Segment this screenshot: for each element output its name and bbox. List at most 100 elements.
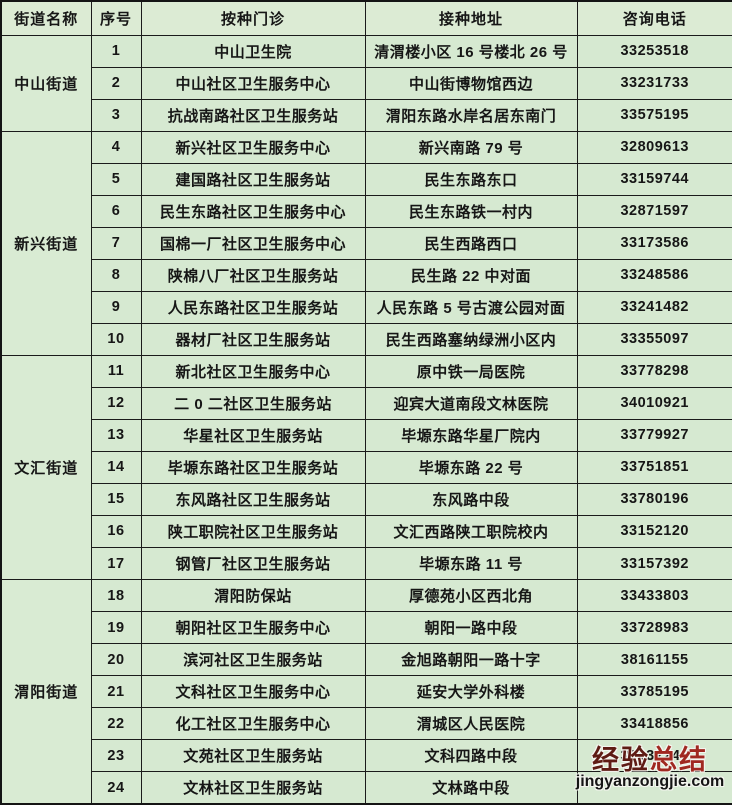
phone-cell: 34010921 xyxy=(576,386,732,420)
row-number-cell: 4 xyxy=(90,130,142,164)
row-number-cell: 14 xyxy=(90,450,142,484)
address-cell: 毕塬东路 11 号 xyxy=(364,546,578,581)
table-row: 21 文科社区卫生服务中心 延安大学外科楼 33785195 xyxy=(1,675,732,709)
row-number-cell: 8 xyxy=(90,258,142,292)
header-row: 街道名称 序号 按种门诊 接种地址 咨询电话 xyxy=(0,0,732,36)
clinic-name-cell: 建国路社区卫生服务站 xyxy=(140,162,366,196)
address-cell: 渭阳东路水岸名居东南门 xyxy=(364,98,578,132)
address-cell: 迎宾大道南段文林医院 xyxy=(364,386,578,420)
row-number-cell: 23 xyxy=(90,739,142,773)
row-number-cell: 18 xyxy=(90,579,142,613)
phone-cell: 33779927 xyxy=(576,418,732,452)
street-group-cell: 渭阳街道 xyxy=(0,579,92,805)
table-row: 24 文林社区卫生服务站 文林路中段 xyxy=(1,771,732,805)
address-cell: 原中铁一局医院 xyxy=(364,354,578,388)
col-header-phone: 咨询电话 xyxy=(576,0,732,36)
clinic-name-cell: 钢管厂社区卫生服务站 xyxy=(140,546,366,581)
row-number-cell: 20 xyxy=(90,643,142,677)
phone-cell: 33241482 xyxy=(576,290,732,324)
address-cell: 民生西路西口 xyxy=(364,226,578,260)
address-cell: 毕塬东路 22 号 xyxy=(364,450,578,484)
row-number-cell: 22 xyxy=(90,707,142,741)
address-cell: 渭城区人民医院 xyxy=(364,707,578,741)
table-row: 23 文苑社区卫生服务站 文科四路中段 33132248 xyxy=(1,739,732,773)
phone-cell: 33159744 xyxy=(576,162,732,196)
table-row: 13 华星社区卫生服务站 毕塬东路华星厂院内 33779927 xyxy=(1,418,732,452)
col-header-address: 接种地址 xyxy=(364,0,578,36)
table-row: 中山街道 1 中山卫生院 清渭楼小区 16 号楼北 26 号 33253518 xyxy=(0,34,732,132)
table-row: 19 朝阳社区卫生服务中心 朝阳一路中段 33728983 xyxy=(1,611,732,645)
row-number-cell: 2 xyxy=(90,66,142,100)
clinic-name-cell: 器材厂社区卫生服务站 xyxy=(140,322,366,356)
col-header-street: 街道名称 xyxy=(0,0,92,36)
clinic-name-cell: 中山社区卫生服务中心 xyxy=(140,66,366,100)
phone-cell xyxy=(576,771,732,805)
phone-cell: 33152120 xyxy=(576,514,732,549)
address-cell: 民生东路东口 xyxy=(364,162,578,196)
table-row: 16 陕工职院社区卫生服务站 文汇西路陕工职院校内 33152120 xyxy=(1,514,732,549)
phone-cell: 38161155 xyxy=(576,643,732,677)
table-row: 5 建国路社区卫生服务站 民生东路东口 33159744 xyxy=(1,162,732,196)
table-row: 6 民生东路社区卫生服务中心 民生东路铁一村内 32871597 xyxy=(1,194,732,228)
street-group-cell: 中山街道 xyxy=(0,34,92,132)
row-number-cell: 1 xyxy=(90,34,142,68)
address-cell: 民生东路铁一村内 xyxy=(364,194,578,228)
address-cell: 人民东路 5 号古渡公园对面 xyxy=(364,290,578,324)
row-number-cell: 24 xyxy=(90,771,142,805)
table-row: 17 钢管厂社区卫生服务站 毕塬东路 11 号 33157392 xyxy=(1,546,732,581)
row-number-cell: 3 xyxy=(90,98,142,132)
phone-cell: 33132248 xyxy=(576,739,732,773)
clinic-name-cell: 民生东路社区卫生服务中心 xyxy=(140,194,366,228)
table-row: 7 国棉一厂社区卫生服务中心 民生西路西口 33173586 xyxy=(1,226,732,260)
clinic-name-cell: 人民东路社区卫生服务站 xyxy=(140,290,366,324)
street-group-cell: 文汇街道 xyxy=(0,354,92,581)
table-row: 20 滨河社区卫生服务站 金旭路朝阳一路十字 38161155 xyxy=(1,643,732,677)
phone-cell: 33751851 xyxy=(576,450,732,484)
address-cell: 金旭路朝阳一路十字 xyxy=(364,643,578,677)
table-row: 9 人民东路社区卫生服务站 人民东路 5 号古渡公园对面 33241482 xyxy=(1,290,732,324)
clinic-name-cell: 渭阳防保站 xyxy=(140,579,366,613)
clinic-name-cell: 东风路社区卫生服务站 xyxy=(140,482,366,516)
table-row: 文汇街道 11 新北社区卫生服务中心 原中铁一局医院 33778298 xyxy=(0,354,732,581)
table-row: 2 中山社区卫生服务中心 中山街博物馆西边 33231733 xyxy=(1,66,732,100)
clinic-name-cell: 文林社区卫生服务站 xyxy=(140,771,366,805)
row-number-cell: 6 xyxy=(90,194,142,228)
row-number-cell: 11 xyxy=(90,354,142,388)
table-row: 12 二 0 二社区卫生服务站 迎宾大道南段文林医院 34010921 xyxy=(1,386,732,420)
phone-cell: 33418856 xyxy=(576,707,732,741)
phone-cell: 33231733 xyxy=(576,66,732,100)
phone-cell: 33778298 xyxy=(576,354,732,388)
row-number-cell: 9 xyxy=(90,290,142,324)
table-row: 8 陕棉八厂社区卫生服务站 民生路 22 中对面 33248586 xyxy=(1,258,732,292)
col-header-clinic: 按种门诊 xyxy=(140,0,366,36)
clinic-name-cell: 毕塬东路社区卫生服务站 xyxy=(140,450,366,484)
phone-cell: 33780196 xyxy=(576,482,732,516)
row-number-cell: 10 xyxy=(90,322,142,356)
address-cell: 毕塬东路华星厂院内 xyxy=(364,418,578,452)
address-cell: 民生西路塞纳绿洲小区内 xyxy=(364,322,578,356)
clinic-name-cell: 陕工职院社区卫生服务站 xyxy=(140,514,366,549)
address-cell: 民生路 22 中对面 xyxy=(364,258,578,292)
street-group-cell: 新兴街道 xyxy=(0,130,92,356)
clinic-name-cell: 陕棉八厂社区卫生服务站 xyxy=(140,258,366,292)
row-number-cell: 5 xyxy=(90,162,142,196)
table-row: 3 抗战南路社区卫生服务站 渭阳东路水岸名居东南门 33575195 xyxy=(1,98,732,132)
phone-cell: 33157392 xyxy=(576,546,732,581)
row-number-cell: 7 xyxy=(90,226,142,260)
clinic-name-cell: 抗战南路社区卫生服务站 xyxy=(140,98,366,132)
table-row: 新兴街道 4 新兴社区卫生服务中心 新兴南路 79 号 32809613 xyxy=(0,130,732,356)
address-cell: 延安大学外科楼 xyxy=(364,675,578,709)
clinic-name-cell: 华星社区卫生服务站 xyxy=(140,418,366,452)
clinic-name-cell: 朝阳社区卫生服务中心 xyxy=(140,611,366,645)
address-cell: 清渭楼小区 16 号楼北 26 号 xyxy=(364,34,578,68)
row-number-cell: 15 xyxy=(90,482,142,516)
clinic-name-cell: 化工社区卫生服务中心 xyxy=(140,707,366,741)
address-cell: 文林路中段 xyxy=(364,771,578,805)
phone-cell: 33433803 xyxy=(576,579,732,613)
clinic-name-cell: 二 0 二社区卫生服务站 xyxy=(140,386,366,420)
clinic-name-cell: 文苑社区卫生服务站 xyxy=(140,739,366,773)
clinic-name-cell: 新北社区卫生服务中心 xyxy=(140,354,366,388)
address-cell: 朝阳一路中段 xyxy=(364,611,578,645)
clinic-name-cell: 国棉一厂社区卫生服务中心 xyxy=(140,226,366,260)
address-cell: 文汇西路陕工职院校内 xyxy=(364,514,578,549)
